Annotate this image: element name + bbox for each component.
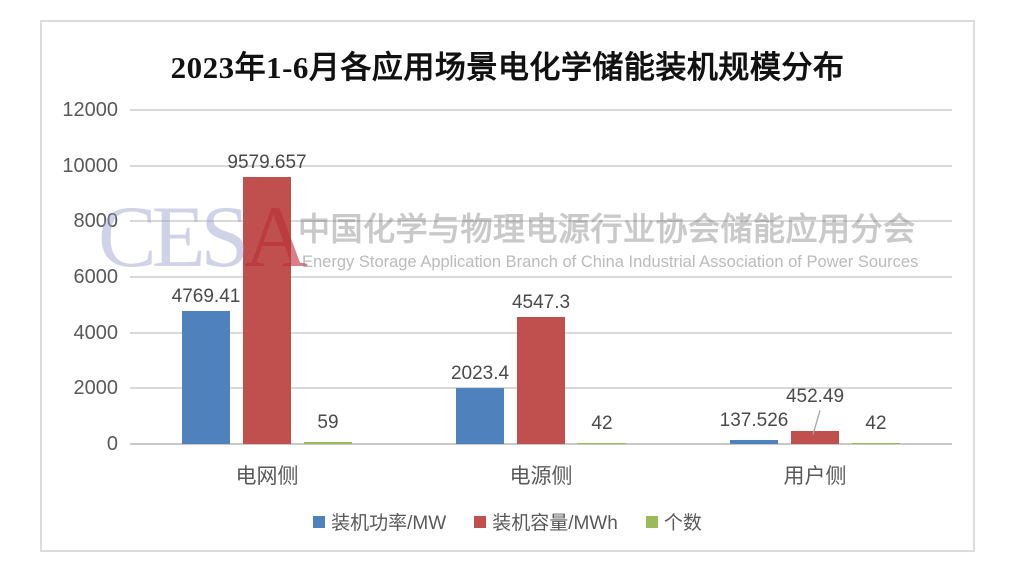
y-axis-tick-label: 12000: [62, 99, 118, 121]
bar-value-label: 42: [591, 412, 613, 434]
bar-value-label: 4547.3: [511, 292, 571, 314]
bar-series-1-cat-0: [243, 177, 291, 444]
y-axis-tick-label: 6000: [73, 266, 119, 288]
legend-label: 个数: [663, 513, 702, 534]
y-axis-tick-label: 2000: [73, 377, 119, 400]
bar-series-0-cat-0: [182, 311, 230, 444]
y-axis-tick-label: 8000: [73, 210, 119, 233]
bar-value-label: 137.526: [719, 410, 789, 432]
x-axis-category-label: 电网侧: [235, 465, 299, 488]
bar-value-label: 452.49: [785, 386, 845, 408]
gridline: [130, 276, 952, 278]
bar-series-0-cat-1: [456, 387, 504, 444]
bar-series-2-cat-0: [304, 442, 352, 444]
y-axis-tick-label: 0: [106, 433, 118, 455]
legend: 装机功率/MW 装机容量/MWh 个数: [42, 508, 973, 535]
legend-item: 装机功率/MW: [313, 508, 446, 535]
bar-series-2-cat-2: [852, 442, 900, 444]
chart-container: 2023年1-6月各应用场景电化学储能装机规模分布 0 2000 4000 6000 8…: [40, 20, 975, 552]
bar-series-2-cat-1: [578, 442, 626, 444]
gridline: [130, 164, 952, 167]
gridline: [130, 443, 952, 445]
x-axis-category-label: 电源侧: [509, 465, 573, 488]
bar-value-label: 4769.41: [171, 286, 241, 308]
bar-value-label: 2023.4: [450, 362, 510, 384]
bar-value-label: 59: [317, 412, 339, 434]
chart-title: 2023年1-6月各应用场景电化学储能装机规模分布: [170, 50, 845, 85]
y-axis-tick-label: 4000: [73, 321, 119, 344]
plot-area: 0 2000 4000 6000 8000 10000 12000 电网侧 4769.41 957…: [42, 22, 973, 550]
gridline: [130, 109, 952, 111]
legend-swatch: [313, 515, 326, 528]
bar-series-1-cat-2: [791, 431, 839, 444]
legend-swatch: [474, 515, 487, 528]
y-axis-tick-label: 10000: [62, 154, 118, 177]
legend-item: 个数: [645, 508, 702, 535]
x-axis-category-label: 用户侧: [783, 465, 847, 488]
legend-label: 装机功率/MW: [331, 513, 447, 534]
bar-value-label: 42: [865, 412, 887, 434]
gridline: [130, 220, 952, 223]
legend-item: 装机容量/MWh: [474, 508, 618, 535]
legend-swatch: [645, 515, 658, 528]
bar-series-1-cat-1: [517, 317, 565, 444]
bar-series-0-cat-2: [730, 440, 778, 444]
legend-label: 装机容量/MWh: [492, 513, 618, 534]
bar-value-label: 9579.657: [227, 152, 307, 174]
